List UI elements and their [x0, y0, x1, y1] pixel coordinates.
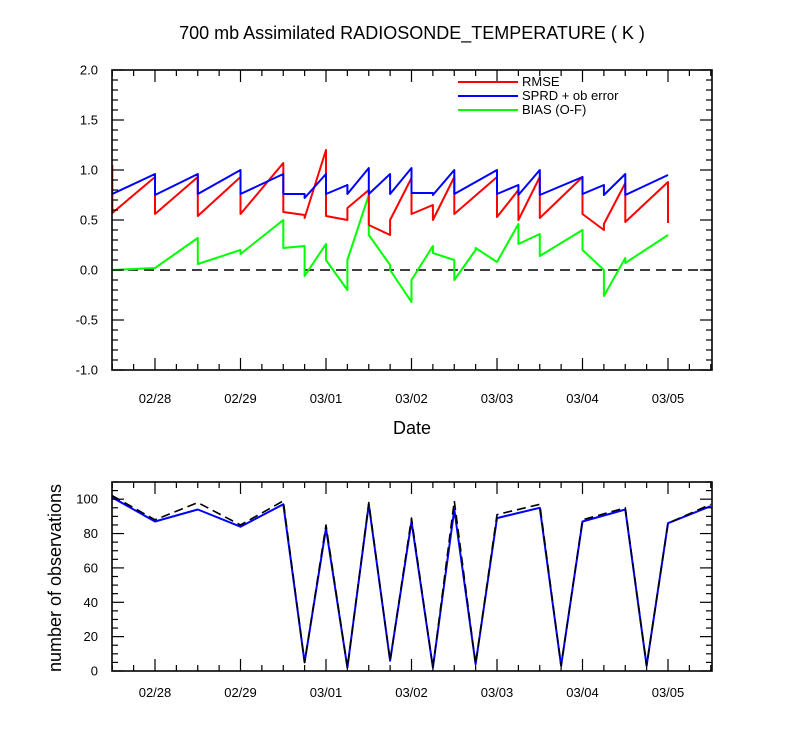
top-series-group: [112, 149, 712, 303]
series-line-bias-o-f: [112, 194, 669, 303]
top-y-tick-label: 1.0: [80, 163, 98, 178]
series-line-observations-dashed: [112, 495, 712, 669]
series-line-sprd-ob-error: [112, 167, 669, 199]
top-y-tick-label: 0.0: [80, 263, 98, 278]
legend-label: BIAS (O-F): [522, 102, 586, 117]
bottom-y-tick-label: 60: [84, 560, 98, 575]
top-x-tick-label: 03/03: [481, 391, 514, 406]
top-y-tick-label: 1.5: [80, 113, 98, 128]
bottom-y-tick-label: 80: [84, 526, 98, 541]
top-y-tick-label: 0.5: [80, 213, 98, 228]
series-line-rmse: [112, 149, 669, 236]
x-axis-label: Date: [393, 418, 431, 438]
top-y-tick-label: -0.5: [76, 313, 98, 328]
top-y-tick-label: -1.0: [76, 363, 98, 378]
top-x-tick-label: 03/05: [652, 391, 685, 406]
bottom-x-tick-label: 03/01: [310, 685, 343, 700]
top-x-tick-label: 03/02: [395, 391, 428, 406]
bottom-y-tick-label: 40: [84, 595, 98, 610]
bottom-y-tick-label: 100: [76, 492, 98, 507]
bottom-x-tick-label: 02/28: [139, 685, 172, 700]
series-line-observations-solid: [112, 496, 712, 669]
legend-label: SPRD + ob error: [522, 88, 619, 103]
top-x-tick-label: 03/01: [310, 391, 343, 406]
bottom-series-group: [112, 495, 712, 669]
top-x-tick-label: 02/28: [139, 391, 172, 406]
top-x-tick-label: 03/04: [566, 391, 599, 406]
bottom-y-tick-label: 20: [84, 629, 98, 644]
top-plot-frame: [111, 69, 713, 371]
bottom-x-tick-label: 02/29: [224, 685, 257, 700]
top-y-tick-label: 2.0: [80, 63, 98, 78]
bottom-x-tick-label: 03/02: [395, 685, 428, 700]
chart-title: 700 mb Assimilated RADIOSONDE_TEMPERATUR…: [179, 23, 645, 44]
top-x-tick-label: 02/29: [224, 391, 257, 406]
y-axis-label-observations: number of observations: [45, 484, 65, 672]
bottom-panel: 02/28 02/29 03/01 03/02 03/03 03/04 03/05 0 20 40…: [76, 481, 713, 700]
bottom-x-tick-label: 03/03: [481, 685, 514, 700]
bottom-x-tick-label: 03/05: [652, 685, 685, 700]
legend-label: RMSE: [522, 74, 560, 89]
top-panel: 02/28 02/29 03/01 03/02 03/03 03/04 03/05 -1.0 -…: [76, 63, 713, 406]
bottom-y-tick-label: 0: [91, 664, 98, 679]
bottom-x-tick-label: 03/04: [566, 685, 599, 700]
